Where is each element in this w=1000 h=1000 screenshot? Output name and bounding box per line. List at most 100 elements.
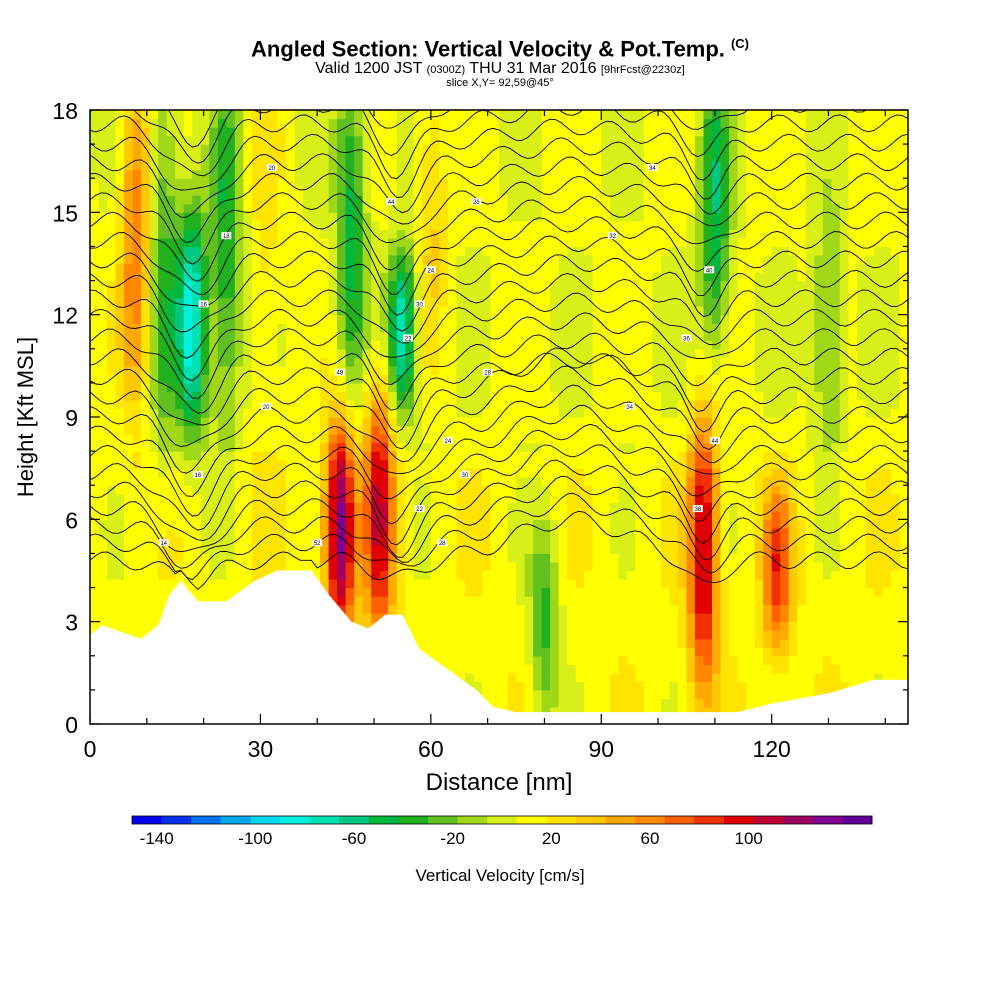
- velocity-cell: [132, 289, 142, 299]
- velocity-cell: [481, 169, 492, 179]
- velocity-cell: [473, 681, 483, 691]
- velocity-cell: [516, 289, 526, 299]
- velocity-cell: [268, 289, 279, 299]
- velocity-cell: [592, 110, 602, 120]
- velocity-cell: [601, 186, 611, 196]
- velocity-cell: [507, 289, 517, 299]
- velocity-cell: [379, 127, 389, 137]
- velocity-cell: [618, 706, 628, 717]
- velocity-cell: [430, 195, 440, 205]
- velocity-cell: [149, 272, 159, 282]
- velocity-cell: [660, 127, 671, 137]
- velocity-cell: [643, 118, 653, 128]
- velocity-cell: [413, 382, 423, 393]
- velocity-cell: [149, 425, 159, 435]
- velocity-cell: [669, 246, 679, 256]
- velocity-cell: [652, 502, 662, 512]
- velocity-cell: [439, 451, 449, 461]
- velocity-cell: [473, 425, 483, 435]
- velocity-cell: [456, 561, 466, 572]
- velocity-cell: [473, 263, 483, 273]
- velocity-cell: [268, 399, 279, 410]
- velocity-cell: [643, 451, 653, 461]
- velocity-cell: [107, 229, 117, 239]
- velocity-cell: [311, 331, 321, 341]
- velocity-cell: [328, 357, 338, 367]
- velocity-cell: [243, 237, 253, 248]
- velocity-cell: [567, 502, 577, 512]
- velocity-cell: [294, 195, 304, 205]
- velocity-cell: [183, 254, 193, 265]
- velocity-cell: [285, 425, 296, 435]
- velocity-cell: [584, 399, 594, 410]
- velocity-cell: [550, 254, 560, 265]
- velocity-cell: [124, 417, 134, 427]
- velocity-cell: [149, 203, 159, 213]
- velocity-cell: [669, 621, 679, 631]
- velocity-cell: [643, 186, 653, 196]
- velocity-cell: [362, 451, 372, 461]
- velocity-cell: [328, 340, 338, 350]
- velocity-cell: [132, 417, 142, 427]
- velocity-cell: [481, 391, 492, 401]
- velocity-cell: [405, 621, 415, 631]
- velocity-cell: [158, 579, 168, 589]
- velocity-cell: [635, 698, 645, 708]
- velocity-cell: [141, 127, 151, 137]
- velocity-cell: [507, 237, 517, 248]
- velocity-cell: [285, 340, 296, 350]
- velocity-cell: [234, 561, 244, 572]
- velocity-cell: [226, 237, 236, 248]
- velocity-cell: [490, 169, 500, 179]
- velocity-cell: [464, 672, 475, 682]
- velocity-cell: [669, 570, 679, 580]
- velocity-cell: [413, 169, 423, 179]
- velocity-cell: [90, 152, 100, 162]
- velocity-cell: [652, 323, 662, 333]
- velocity-cell: [626, 331, 636, 341]
- velocity-cell: [516, 476, 526, 486]
- velocity-cell: [635, 664, 645, 674]
- velocity-cell: [175, 144, 185, 154]
- velocity-cell: [660, 689, 671, 700]
- velocity-cell: [626, 391, 636, 401]
- velocity-cell: [550, 655, 560, 665]
- velocity-cell: [132, 144, 142, 154]
- velocity-cell: [251, 357, 262, 367]
- velocity-cell: [405, 280, 415, 290]
- velocity-cell: [490, 374, 500, 384]
- velocity-cell: [481, 118, 492, 128]
- velocity-cell: [107, 127, 117, 137]
- velocity-cell: [371, 570, 381, 580]
- velocity-cell: [124, 118, 134, 128]
- velocity-cell: [516, 399, 526, 410]
- velocity-cell: [490, 178, 500, 188]
- velocity-cell: [490, 161, 500, 171]
- velocity-cell: [584, 698, 594, 708]
- velocity-cell: [345, 254, 355, 265]
- velocity-cell: [567, 272, 577, 282]
- velocity-cell: [149, 323, 159, 333]
- velocity-cell: [183, 553, 193, 563]
- velocity-cell: [115, 519, 125, 529]
- velocity-cell: [430, 280, 440, 290]
- velocity-cell: [303, 263, 313, 273]
- velocity-cell: [183, 365, 193, 375]
- velocity-cell: [243, 451, 253, 461]
- velocity-cell: [618, 698, 628, 708]
- velocity-cell: [371, 391, 381, 401]
- velocity-cell: [371, 110, 381, 120]
- velocity-cell: [481, 237, 492, 248]
- velocity-cell: [175, 280, 185, 290]
- velocity-cell: [124, 144, 134, 154]
- velocity-cell: [405, 587, 415, 597]
- velocity-cell: [473, 314, 483, 324]
- velocity-cell: [481, 553, 492, 563]
- velocity-cell: [592, 178, 602, 188]
- velocity-cell: [541, 408, 551, 418]
- velocity-cell: [592, 621, 602, 631]
- velocity-cell: [405, 613, 415, 623]
- velocity-cell: [379, 579, 389, 589]
- velocity-cell: [516, 681, 526, 691]
- velocity-cell: [481, 647, 492, 657]
